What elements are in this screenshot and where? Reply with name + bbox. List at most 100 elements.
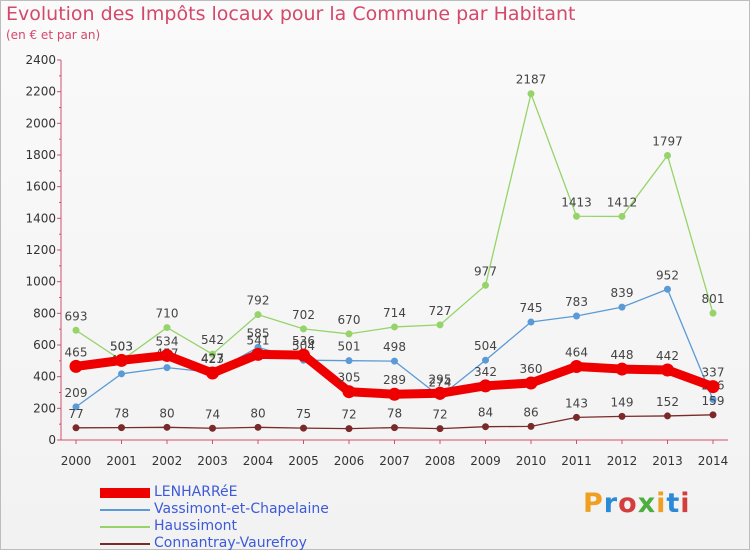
legend-swatch xyxy=(100,543,150,545)
data-label: 80 xyxy=(250,406,265,420)
y-tick-label: 1800 xyxy=(25,148,56,162)
data-point xyxy=(163,423,171,431)
data-point xyxy=(254,311,262,319)
data-label: 504 xyxy=(292,339,315,353)
x-tick-label: 2003 xyxy=(197,454,228,468)
data-label: 702 xyxy=(292,308,315,322)
data-point xyxy=(527,318,535,326)
data-point xyxy=(115,353,128,367)
data-label: 1413 xyxy=(561,195,592,209)
data-point xyxy=(72,403,80,411)
data-label: 337 xyxy=(702,366,725,380)
x-tick-label: 2012 xyxy=(607,454,638,468)
data-label: 80 xyxy=(159,406,174,420)
data-point xyxy=(664,285,671,293)
data-label: 670 xyxy=(338,313,361,327)
data-point xyxy=(391,357,398,365)
data-point xyxy=(69,359,83,373)
data-label: 295 xyxy=(429,372,452,386)
data-label: 534 xyxy=(156,334,179,348)
data-label: 442 xyxy=(656,349,679,363)
data-point xyxy=(479,379,492,393)
data-label: 305 xyxy=(338,371,361,385)
data-label: 289 xyxy=(383,373,406,387)
data-label: 448 xyxy=(611,348,634,362)
legend-swatch xyxy=(100,488,150,498)
data-point xyxy=(524,376,538,390)
data-label: 977 xyxy=(474,264,497,278)
legend-item: Haussimont xyxy=(100,518,420,535)
data-point xyxy=(118,424,125,432)
data-label: 423 xyxy=(201,352,224,366)
data-point xyxy=(254,423,262,431)
data-label: 792 xyxy=(247,294,270,308)
x-tick-label: 2005 xyxy=(288,454,319,468)
legend-swatch xyxy=(100,526,150,528)
data-point xyxy=(345,357,353,365)
data-point xyxy=(300,424,307,432)
data-label: 727 xyxy=(429,304,452,318)
legend-label: Haussimont xyxy=(154,518,238,534)
data-label: 783 xyxy=(565,295,588,309)
y-tick-label: 2400 xyxy=(25,53,56,67)
data-label: 839 xyxy=(611,286,634,300)
data-point xyxy=(709,395,717,403)
legend-item: Connantray-Vaurefroy xyxy=(100,535,420,552)
data-label: 159 xyxy=(702,394,725,408)
data-label: 427 xyxy=(201,351,224,365)
data-point xyxy=(163,364,171,372)
data-point xyxy=(618,412,626,420)
data-point xyxy=(482,356,489,364)
data-label: 1412 xyxy=(607,195,638,209)
data-label: 585 xyxy=(247,326,270,340)
data-point xyxy=(251,347,265,361)
data-label: 504 xyxy=(474,339,497,353)
legend-item: LENHARRéE xyxy=(100,484,420,501)
data-label: 143 xyxy=(565,396,588,410)
data-label: 78 xyxy=(387,407,402,421)
data-label: 86 xyxy=(523,405,538,419)
x-tick-label: 2010 xyxy=(516,454,547,468)
data-point xyxy=(709,309,717,317)
data-label: 693 xyxy=(65,309,88,323)
data-label: 465 xyxy=(65,345,88,359)
x-tick-label: 2009 xyxy=(470,454,501,468)
chart-subtitle: (en € et par an) xyxy=(6,28,101,42)
data-point xyxy=(72,326,80,334)
x-tick-label: 2007 xyxy=(379,454,410,468)
data-point xyxy=(206,366,219,380)
data-label: 72 xyxy=(432,408,447,422)
data-label: 149 xyxy=(611,395,634,409)
data-label: 498 xyxy=(383,340,406,354)
data-label: 952 xyxy=(656,268,679,282)
y-tick-label: 400 xyxy=(33,370,56,384)
data-label: 542 xyxy=(201,333,224,347)
data-label: 541 xyxy=(247,333,270,347)
y-tick-label: 1000 xyxy=(25,275,56,289)
data-point xyxy=(433,386,447,400)
data-point xyxy=(72,424,80,432)
data-point xyxy=(570,360,583,374)
x-tick-label: 2004 xyxy=(243,454,274,468)
data-label: 75 xyxy=(296,407,311,421)
data-point xyxy=(573,212,580,220)
data-point xyxy=(618,303,626,311)
data-point xyxy=(709,411,717,419)
data-point xyxy=(297,348,310,362)
y-tick-label: 1200 xyxy=(25,243,56,257)
data-point xyxy=(391,424,398,432)
x-tick-label: 2013 xyxy=(652,454,683,468)
data-point xyxy=(209,424,216,432)
x-tick-label: 2002 xyxy=(152,454,183,468)
data-label: 503 xyxy=(110,339,133,353)
data-point xyxy=(160,348,174,362)
data-point xyxy=(482,281,489,289)
data-point xyxy=(664,412,671,420)
data-point xyxy=(436,321,444,329)
data-point xyxy=(345,425,353,433)
y-tick-label: 2000 xyxy=(25,116,56,130)
y-tick-label: 0 xyxy=(48,433,56,447)
data-label: 2187 xyxy=(516,73,547,87)
data-point xyxy=(436,425,444,433)
data-label: 501 xyxy=(338,340,361,354)
